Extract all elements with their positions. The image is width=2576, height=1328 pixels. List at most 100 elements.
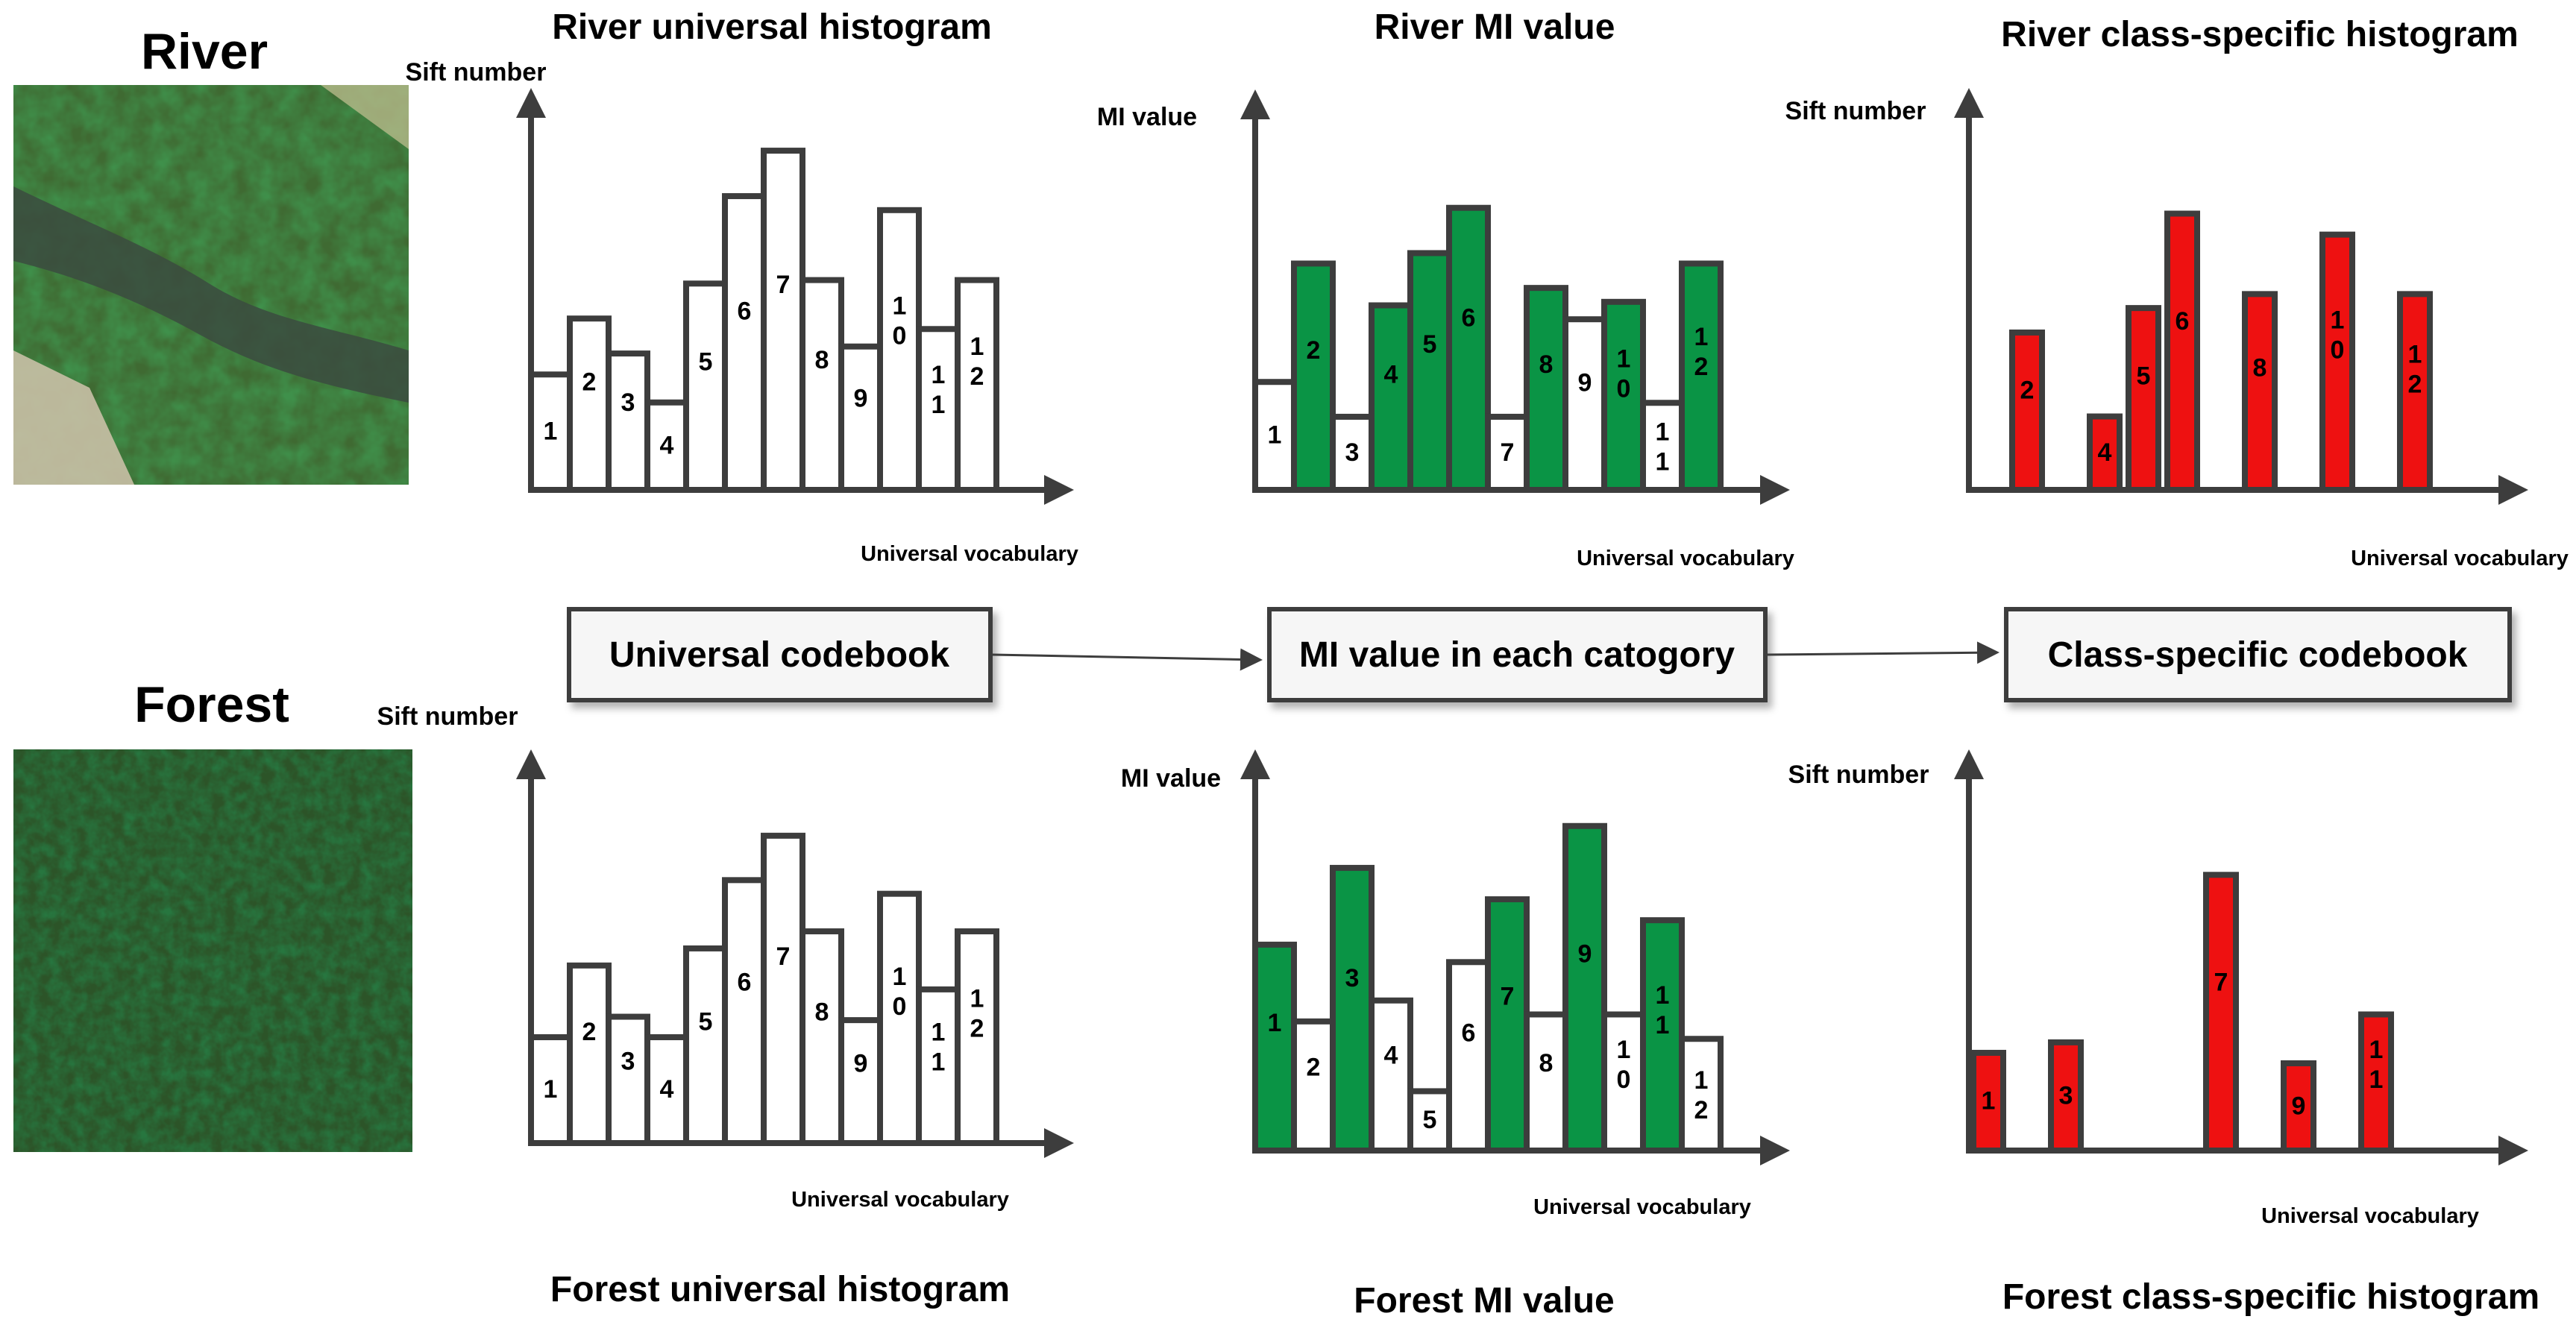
river-mi-x-axis-arrowhead — [1760, 475, 1790, 505]
river-mi-bar-2 — [1291, 260, 1336, 493]
river-universal-bar-9 — [838, 343, 883, 493]
river-mi-title: River MI value — [1375, 7, 1615, 47]
river-class-specific-bar-label-2: 2 — [2020, 377, 2035, 405]
forest-aerial-photo — [13, 749, 412, 1152]
river-universal-bar-label-7: 7 — [776, 271, 791, 299]
river-class-specific-bar-label-8: 8 — [2253, 354, 2267, 383]
forest-mi-y-axis-arrowhead — [1240, 749, 1270, 779]
forest-class-specific-bar-label-9: 9 — [2292, 1092, 2306, 1121]
forest-mi-x-axis-arrowhead — [1760, 1136, 1790, 1165]
forest-universal-bar-label-8: 8 — [815, 998, 829, 1026]
river-universal-bar-3 — [606, 350, 650, 493]
forest-mi-bar-2 — [1291, 1018, 1336, 1154]
forest-class-specific-y-axis-arrowhead — [1954, 749, 1984, 779]
forest-universal-bar-label-4: 4 — [660, 1075, 674, 1104]
universal-codebook-box: Universal codebook — [567, 607, 993, 702]
river-mi-bar-label-4: 4 — [1384, 360, 1398, 388]
arrow-mi-to-class-specific — [1767, 641, 1999, 664]
river-mi-bar-6 — [1446, 204, 1491, 493]
forest-mi-bar-4 — [1369, 997, 1413, 1154]
river-universal-bar-label-6: 6 — [738, 298, 752, 326]
forest-class-specific-chart: 1 3 7 9 1 1 Forest class-specific histogram Sif… — [1788, 749, 2539, 1317]
forest-mi-bar-label-2: 2 — [1307, 1054, 1321, 1082]
river-universal-bar-label-3: 3 — [621, 388, 635, 417]
forest-mi-bar-7 — [1485, 896, 1530, 1154]
forest-universal-y-axis-arrowhead — [516, 749, 546, 779]
forest-universal-bar-label-7: 7 — [776, 942, 791, 971]
forest-mi-bar-3 — [1330, 864, 1375, 1154]
forest-universal-bar-label-2: 2 — [582, 1018, 597, 1046]
forest-universal-bar-label-9: 9 — [854, 1049, 868, 1077]
forest-universal-bar-label-1: 1 — [544, 1075, 558, 1104]
forest-mi-bar-12 — [1679, 1036, 1724, 1154]
river-universal-x-axis-arrowhead — [1044, 475, 1074, 505]
forest-class-specific-bar-7 — [2203, 872, 2239, 1154]
river-mi-x-axis-label: Universal vocabulary — [1577, 547, 1794, 570]
forest-mi-bar-8 — [1524, 1011, 1568, 1154]
forest-universal-title: Forest universal histogram — [550, 1270, 1010, 1309]
river-universal-bar-label-5: 5 — [699, 348, 713, 377]
forest-mi-bar-11 — [1640, 917, 1685, 1154]
river-universal-bar-8 — [799, 277, 844, 493]
forest-universal-bar-3 — [606, 1013, 650, 1147]
river-class-specific-x-axis-label: Universal vocabulary — [2351, 547, 2569, 570]
river-mi-bar-label-8: 8 — [1539, 350, 1554, 379]
river-universal-bar-7 — [761, 148, 805, 493]
river-universal-bar-11 — [916, 326, 961, 494]
river-class-specific-bar-10 — [2319, 231, 2355, 493]
mi-value-box-label: MI value in each catogory — [1299, 635, 1735, 675]
river-universal-x-axis-label: Universal vocabulary — [861, 542, 1078, 566]
forest-mi-bar-label-1: 1 — [1268, 1009, 1282, 1037]
river-class-specific-bar-8 — [2242, 291, 2278, 493]
arrow-universal-to-mi — [992, 648, 1263, 671]
forest-universal-bar-label-3: 3 — [621, 1048, 635, 1076]
river-mi-bar-label-9: 9 — [1578, 368, 1592, 397]
river-aerial-photo — [13, 85, 409, 485]
forest-mi-bar-label-5: 5 — [1423, 1106, 1437, 1134]
river-class-specific-bar-label-5: 5 — [2137, 362, 2151, 391]
forest-universal-bar-7 — [761, 832, 805, 1147]
forest-mi-bar-label-4: 4 — [1384, 1041, 1398, 1069]
forest-class-specific-bar-label-1: 1 — [1982, 1086, 1996, 1115]
river-class-specific-bar-label-4: 4 — [2098, 438, 2112, 467]
universal-codebook-label: Universal codebook — [609, 635, 949, 675]
river-universal-bar-10 — [877, 207, 922, 493]
forest-mi-bar-label-9: 9 — [1578, 940, 1592, 969]
forest-mi-bar-label-8: 8 — [1539, 1049, 1554, 1077]
forest-universal-bar-label-5: 5 — [699, 1008, 713, 1036]
forest-image-label: Forest — [134, 676, 289, 733]
river-class-specific-bar-5 — [2126, 305, 2161, 493]
river-class-specific-y-axis-label: Sift number — [1785, 97, 1926, 125]
river-mi-bar-label-7: 7 — [1501, 438, 1515, 467]
river-universal-y-axis-label: Sift number — [406, 58, 547, 86]
river-mi-y-axis-arrowhead — [1240, 89, 1270, 119]
forest-universal-bar-12 — [955, 928, 999, 1147]
river-mi-bar-9 — [1562, 316, 1607, 494]
forest-class-specific-bar-11 — [2358, 1011, 2394, 1154]
river-class-specific-title: River class-specific histogram — [2001, 15, 2519, 54]
river-mi-bar-label-6: 6 — [1462, 304, 1476, 333]
forest-universal-bar-9 — [838, 1017, 883, 1146]
river-mi-bar-11 — [1640, 400, 1685, 493]
forest-mi-bar-9 — [1562, 822, 1607, 1154]
river-mi-bar-label-2: 2 — [1307, 336, 1321, 365]
forest-mi-y-axis-label: MI value — [1121, 764, 1221, 793]
river-image-label: River — [141, 23, 268, 80]
river-class-specific-bar-label-6: 6 — [2176, 307, 2190, 336]
forest-universal-bar-label-6: 6 — [738, 968, 752, 996]
river-mi-y-axis-label: MI value — [1097, 103, 1197, 131]
